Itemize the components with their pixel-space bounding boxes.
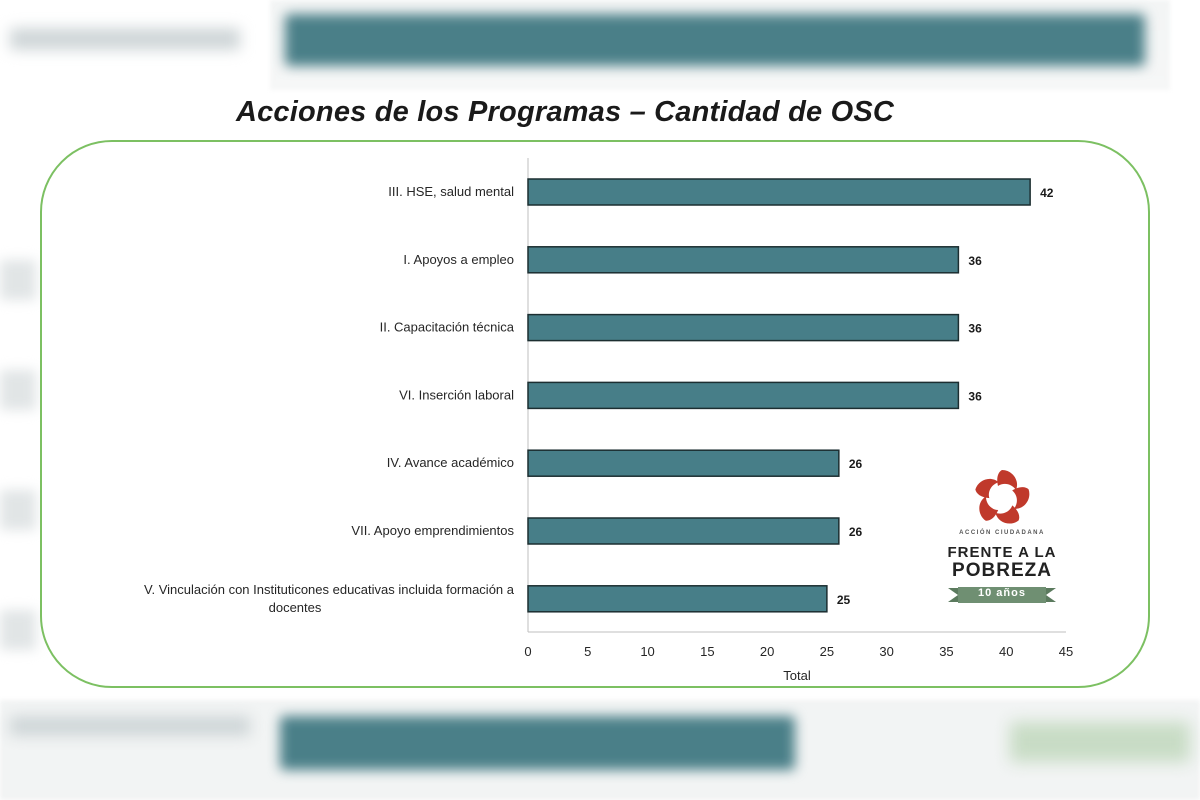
x-tick-label: 40 [999, 644, 1013, 659]
data-label: 36 [968, 322, 982, 336]
data-label: 36 [968, 254, 982, 268]
category-label: VI. Inserción laboral [399, 387, 514, 402]
data-label: 25 [837, 593, 851, 607]
bar [527, 246, 960, 274]
background-blurred-bar [280, 716, 795, 770]
x-tick-label: 15 [700, 644, 714, 659]
category-label: IV. Avance académico [387, 455, 514, 470]
x-tick-label: 30 [879, 644, 893, 659]
data-label: 42 [1040, 186, 1054, 200]
bar [527, 449, 840, 477]
category-label: docentes [269, 600, 322, 615]
bar [527, 381, 960, 410]
category-label: VII. Apoyo emprendimientos [351, 523, 514, 538]
background-blurred-label [10, 28, 240, 50]
logo-line-1: FRENTE A LA [947, 544, 1057, 561]
background-blur-left [0, 610, 36, 650]
x-tick-label: 0 [524, 644, 531, 659]
x-tick-label: 45 [1059, 644, 1073, 659]
logo-years: 10 años [978, 587, 1026, 599]
background-blurred-bar [285, 14, 1145, 66]
bar [527, 178, 1031, 206]
bar [527, 585, 828, 613]
x-tick-label: 35 [939, 644, 953, 659]
chart-title: Acciones de los Programas – Cantidad de … [235, 96, 895, 128]
flower-logo-icon [975, 470, 1030, 524]
data-label: 26 [849, 525, 863, 539]
background-blurred-logo [1010, 722, 1190, 762]
bar [527, 313, 960, 342]
background-blur-left [0, 370, 36, 410]
category-label: I. Apoyos a empleo [403, 252, 514, 267]
frente-a-la-pobreza-logo: ACCIÓN CIUDADANA FRENTE A LA POBREZA 10 … [938, 468, 1066, 610]
background-blur-left [0, 260, 36, 300]
background-blurred-label [10, 716, 250, 736]
x-tick-label: 5 [584, 644, 591, 659]
logo-small-text: ACCIÓN CIUDADANA [959, 530, 1045, 536]
logo-line-2: POBREZA [952, 560, 1052, 581]
category-label: III. HSE, salud mental [388, 184, 514, 199]
x-tick-label: 20 [760, 644, 774, 659]
bar [527, 517, 840, 545]
category-label: II. Capacitación técnica [380, 320, 515, 335]
x-axis-label: Total [783, 668, 811, 683]
data-label: 26 [849, 457, 863, 471]
data-label: 36 [968, 389, 982, 403]
category-label: V. Vinculación con Instituticones educat… [144, 582, 515, 597]
background-blur-left [0, 490, 36, 530]
logo-ribbon-icon [948, 587, 1056, 603]
x-tick-label: 10 [640, 644, 654, 659]
x-tick-label: 25 [820, 644, 834, 659]
